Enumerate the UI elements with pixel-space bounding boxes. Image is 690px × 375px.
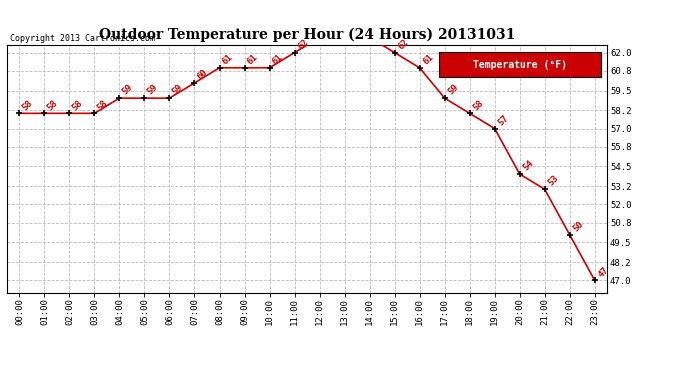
Text: 63: 63	[0, 374, 1, 375]
Text: Copyright 2013 Cartronics.com: Copyright 2013 Cartronics.com	[10, 33, 155, 42]
Text: 47: 47	[596, 265, 610, 279]
Text: 60: 60	[196, 68, 210, 82]
Text: 58: 58	[96, 98, 110, 112]
Text: 62: 62	[296, 37, 310, 51]
Text: 63: 63	[0, 374, 1, 375]
Text: 50: 50	[571, 219, 585, 233]
Text: 58: 58	[21, 98, 34, 112]
Text: 59: 59	[446, 83, 460, 97]
Text: 59: 59	[121, 83, 135, 97]
Text: 59: 59	[171, 83, 185, 97]
Text: 54: 54	[521, 159, 535, 172]
Text: 62: 62	[396, 37, 410, 51]
Text: 61: 61	[271, 53, 285, 66]
Title: Outdoor Temperature per Hour (24 Hours) 20131031: Outdoor Temperature per Hour (24 Hours) …	[99, 28, 515, 42]
Text: 58: 58	[46, 98, 60, 112]
Text: 61: 61	[421, 53, 435, 66]
Text: 58: 58	[471, 98, 485, 112]
FancyBboxPatch shape	[439, 53, 601, 77]
Text: 61: 61	[221, 53, 235, 66]
Text: 61: 61	[246, 53, 260, 66]
Text: Temperature (°F): Temperature (°F)	[473, 60, 567, 70]
Text: 57: 57	[496, 113, 510, 127]
Text: 59: 59	[146, 83, 160, 97]
Text: 63: 63	[0, 374, 1, 375]
Text: 58: 58	[71, 98, 85, 112]
Text: 53: 53	[546, 174, 560, 188]
